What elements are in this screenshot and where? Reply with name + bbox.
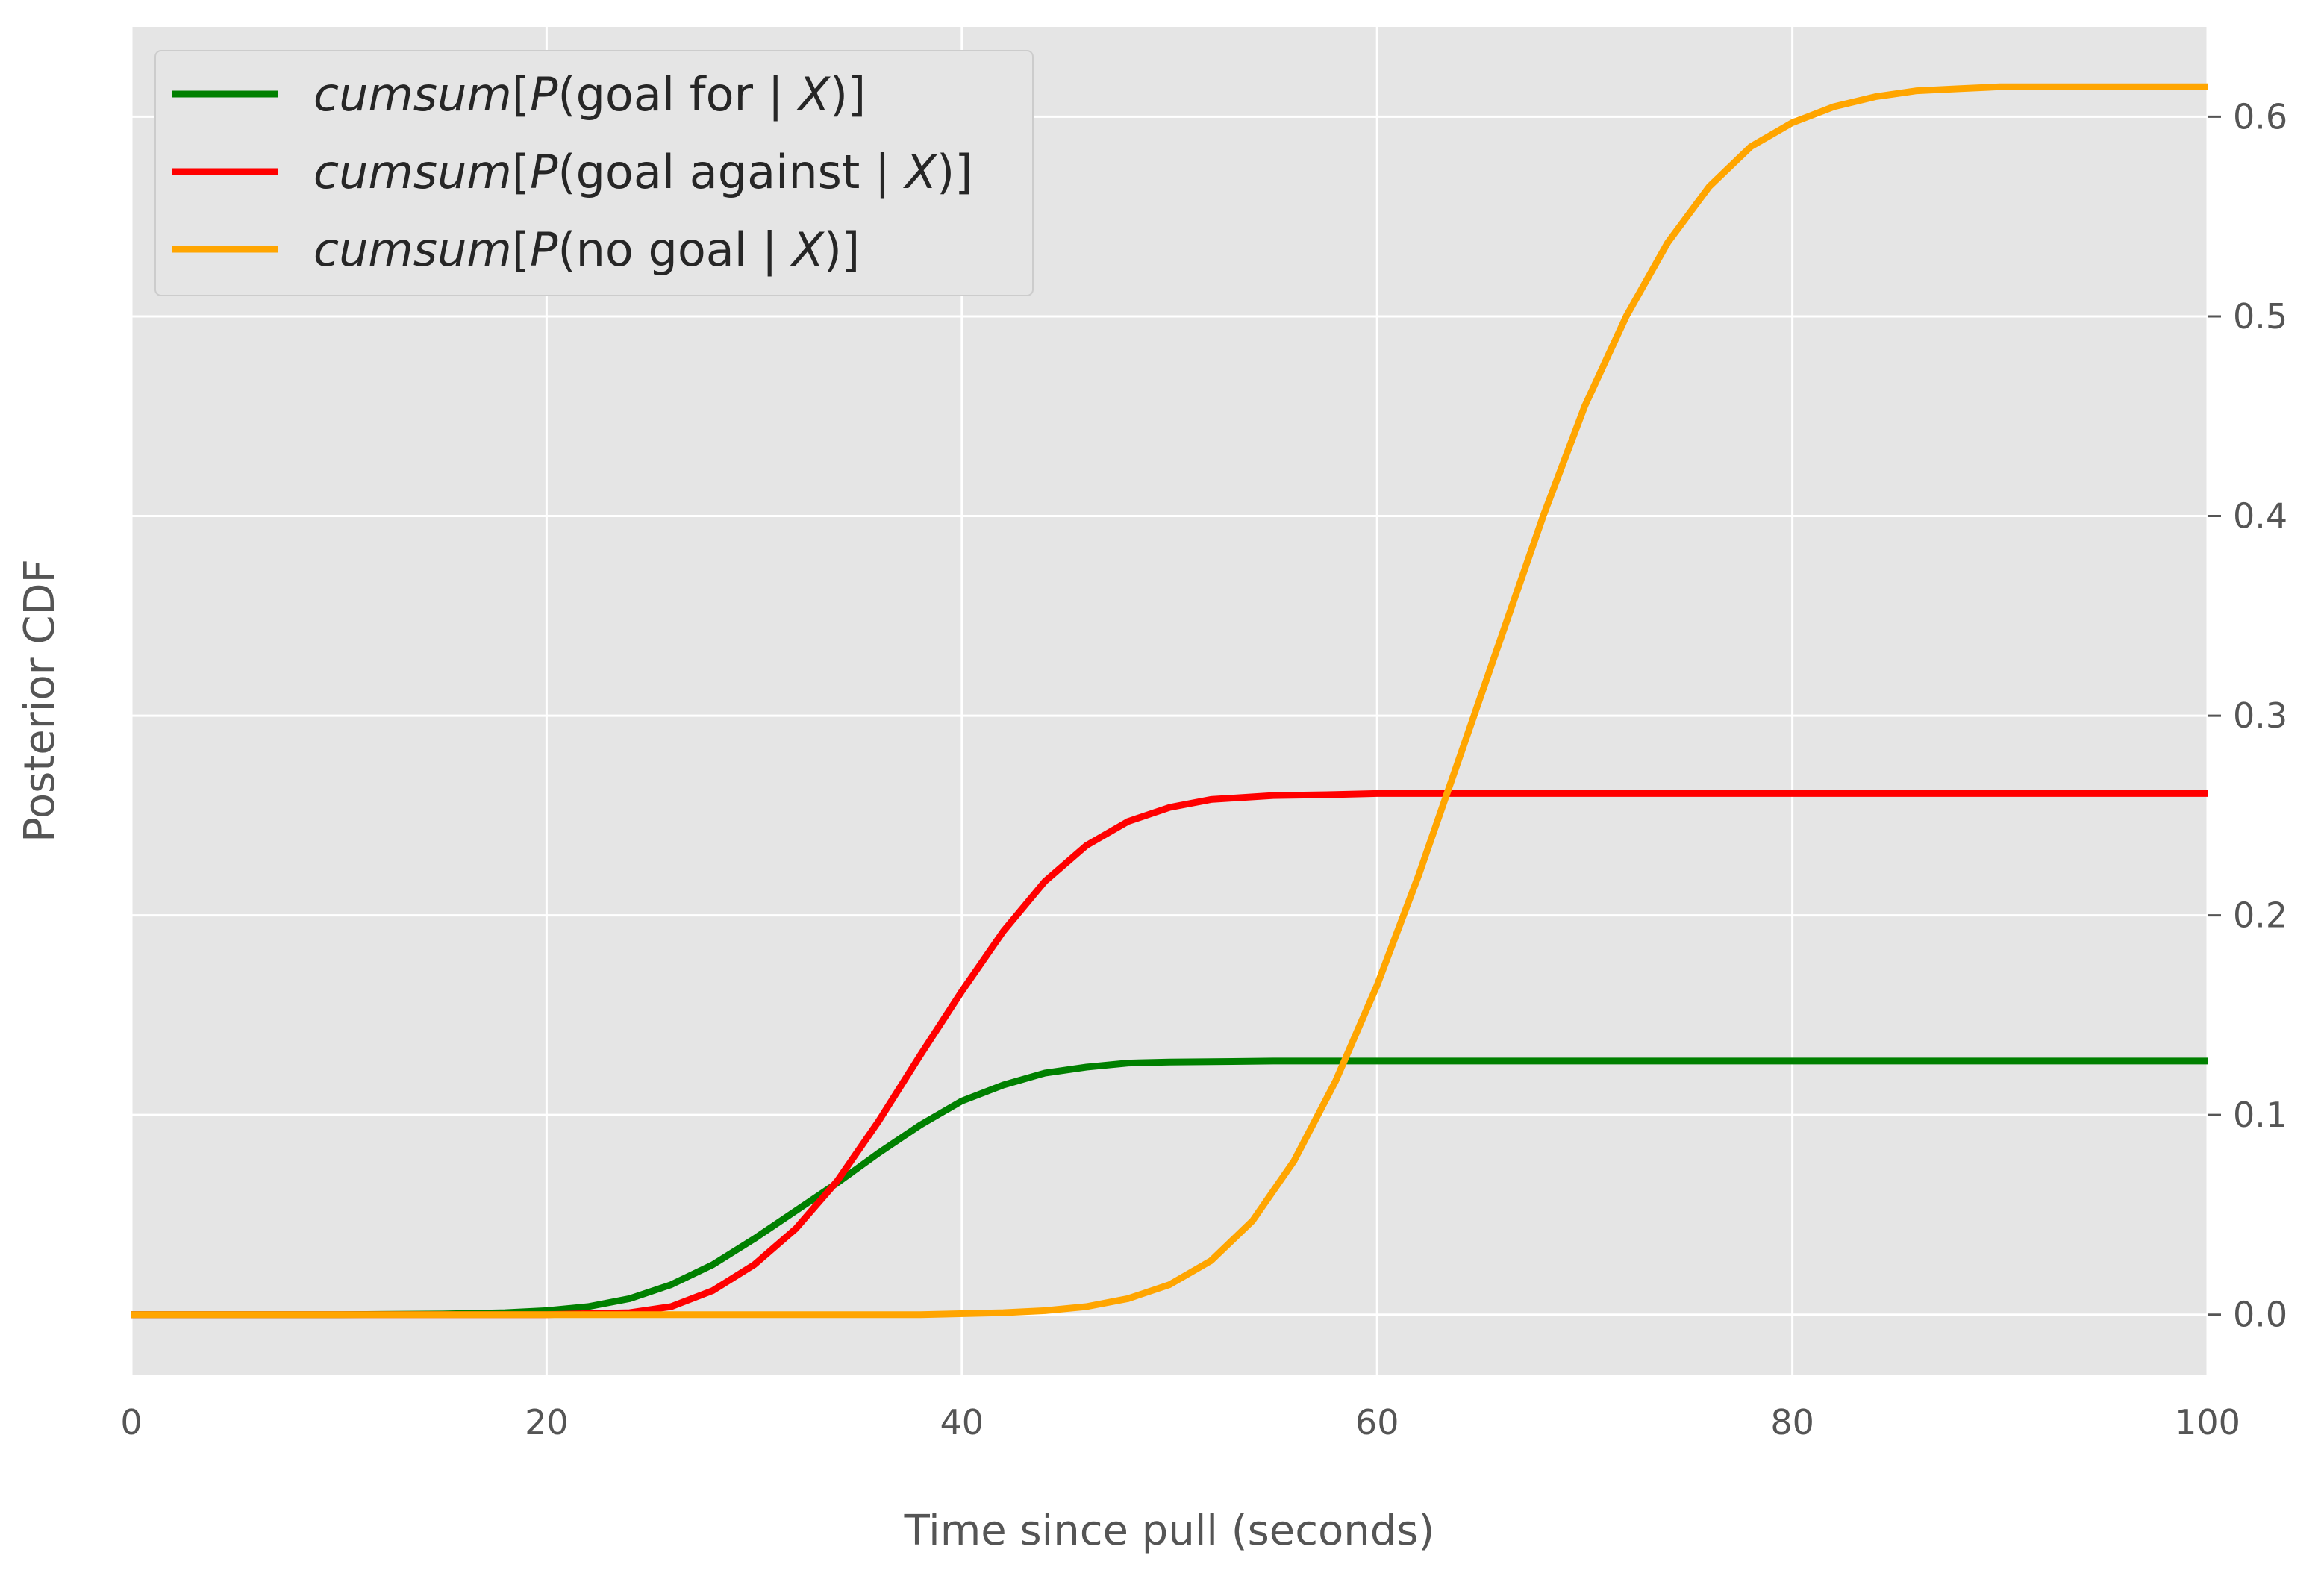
y-tick-label: 0.2 xyxy=(2233,895,2287,936)
legend-label-1: cumsum[P(goal for | X)] xyxy=(313,67,866,122)
x-tick-label: 0 xyxy=(120,1402,142,1442)
y-tick-label: 0.6 xyxy=(2233,96,2287,137)
x-tick-label: 100 xyxy=(2175,1402,2240,1442)
y-tick-label: 0.5 xyxy=(2233,296,2287,337)
legend: cumsum[P(goal for | X)] cumsum[P(goal aga… xyxy=(154,50,1034,296)
series-line-2 xyxy=(131,790,2208,1319)
x-tick-label: 80 xyxy=(1770,1402,1814,1442)
y-tick-label: 0.0 xyxy=(2233,1295,2287,1335)
x-tick-label: 40 xyxy=(940,1402,984,1442)
x-axis-label: Time since pull (seconds) xyxy=(904,1507,1435,1555)
legend-label-3: cumsum[P(no goal | X)] xyxy=(313,222,860,278)
y-tick-label: 0.4 xyxy=(2233,496,2287,537)
y-tick-label: 0.3 xyxy=(2233,695,2287,736)
y-axis-label: Posterior CDF xyxy=(16,559,64,842)
legend-box xyxy=(154,50,1034,296)
series-line-3 xyxy=(131,83,2208,1319)
x-tick-label: 20 xyxy=(525,1402,569,1442)
series-line-1 xyxy=(131,1057,2208,1319)
x-axis: 0 20 40 60 80 100 xyxy=(120,1402,2240,1442)
legend-label-2: cumsum[P(goal against | X)] xyxy=(313,145,972,200)
x-tick-label: 60 xyxy=(1355,1402,1399,1442)
y-axis: 0.0 0.1 0.2 0.3 0.4 0.5 0.6 xyxy=(2208,96,2287,1335)
y-tick-label: 0.1 xyxy=(2233,1095,2287,1135)
series-layer xyxy=(131,83,2208,1319)
